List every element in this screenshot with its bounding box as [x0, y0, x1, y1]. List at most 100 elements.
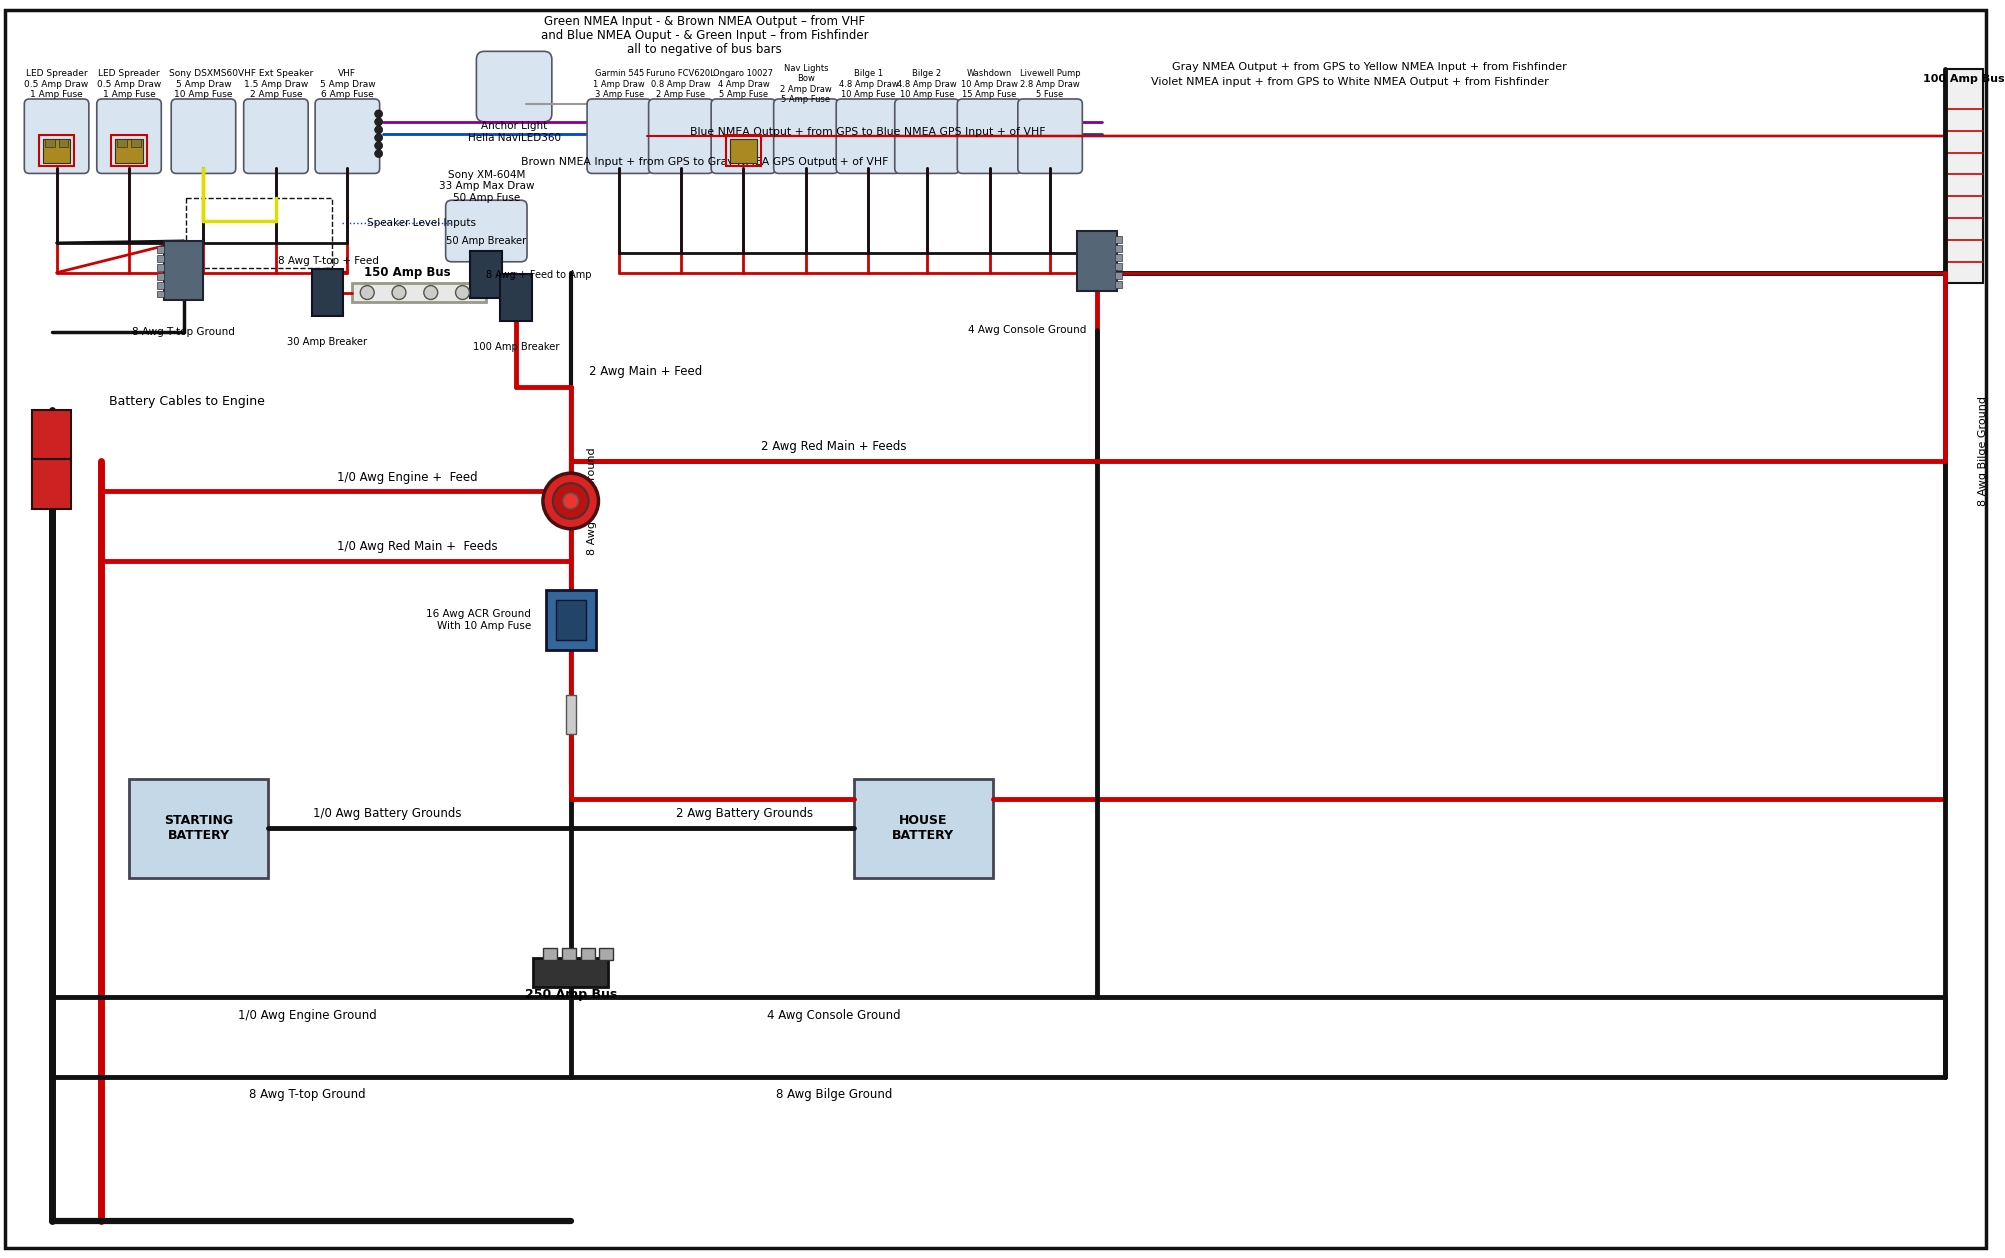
- FancyBboxPatch shape: [712, 99, 776, 174]
- Bar: [1115, 237, 1121, 243]
- FancyBboxPatch shape: [587, 99, 652, 174]
- Bar: [543, 947, 557, 960]
- Bar: [32, 459, 72, 509]
- Text: 1/0 Awg Red Main +  Feeds: 1/0 Awg Red Main + Feeds: [337, 540, 497, 554]
- FancyBboxPatch shape: [1017, 99, 1083, 174]
- Text: Ongaro 10027
4 Amp Draw
5 Amp Fuse: Ongaro 10027 4 Amp Draw 5 Amp Fuse: [714, 69, 774, 99]
- Text: LED Spreader
0.5 Amp Draw
1 Amp Fuse: LED Spreader 0.5 Amp Draw 1 Amp Fuse: [24, 69, 88, 99]
- Text: HOUSE
BATTERY: HOUSE BATTERY: [892, 814, 954, 843]
- Text: 4 Awg Console Ground: 4 Awg Console Ground: [968, 326, 1087, 335]
- Circle shape: [375, 109, 383, 118]
- Text: 50 Amp Breaker: 50 Amp Breaker: [445, 237, 525, 245]
- Text: 1/0 Awg Battery Grounds: 1/0 Awg Battery Grounds: [313, 808, 461, 820]
- Circle shape: [375, 142, 383, 150]
- Bar: [44, 138, 54, 147]
- Bar: [1115, 245, 1121, 252]
- Text: VHF
5 Amp Draw
6 Amp Fuse: VHF 5 Amp Draw 6 Amp Fuse: [319, 69, 375, 99]
- FancyBboxPatch shape: [96, 99, 160, 174]
- Text: 1/0 Awg Engine +  Feed: 1/0 Awg Engine + Feed: [337, 470, 477, 483]
- Text: Gray NMEA Output + from GPS to Yellow NMEA Input + from Fishfinder: Gray NMEA Output + from GPS to Yellow NM…: [1171, 62, 1566, 72]
- Text: 250 Amp Bus: 250 Amp Bus: [525, 988, 616, 1001]
- FancyBboxPatch shape: [243, 99, 309, 174]
- FancyBboxPatch shape: [24, 99, 88, 174]
- Bar: [730, 138, 758, 162]
- Text: 8 Awg Amp Ground: 8 Awg Amp Ground: [585, 447, 595, 555]
- Bar: [499, 274, 531, 321]
- Text: 2 Awg Main + Feed: 2 Awg Main + Feed: [587, 365, 702, 379]
- Circle shape: [423, 286, 437, 299]
- Bar: [156, 245, 164, 253]
- Circle shape: [375, 126, 383, 133]
- Circle shape: [375, 150, 383, 157]
- Text: Speaker Level Inputs: Speaker Level Inputs: [367, 218, 475, 228]
- Text: Bilge 2
4.8 Amp Draw
10 Amp Fuse: Bilge 2 4.8 Amp Draw 10 Amp Fuse: [896, 69, 956, 99]
- Circle shape: [563, 493, 577, 509]
- Text: VHF Ext Speaker
1.5 Amp Draw
2 Amp Fuse: VHF Ext Speaker 1.5 Amp Draw 2 Amp Fuse: [239, 69, 313, 99]
- Text: STARTING
BATTERY: STARTING BATTERY: [164, 814, 233, 843]
- Bar: [471, 250, 501, 298]
- Bar: [1077, 231, 1117, 291]
- Bar: [1115, 272, 1121, 278]
- Text: 8 Awg T-top Ground: 8 Awg T-top Ground: [132, 327, 235, 337]
- Bar: [156, 255, 164, 262]
- FancyBboxPatch shape: [445, 200, 527, 262]
- Bar: [130, 138, 140, 147]
- Text: 100 Amp Bus: 100 Amp Bus: [1923, 74, 2005, 84]
- Text: all to negative of bus bars: all to negative of bus bars: [628, 43, 782, 55]
- Bar: [164, 242, 203, 301]
- Bar: [854, 779, 992, 878]
- Text: Sony DSXMS60
5 Amp Draw
10 Amp Fuse: Sony DSXMS60 5 Amp Draw 10 Amp Fuse: [168, 69, 239, 99]
- Text: Brown NMEA Input + from GPS to Gray NMEA GPS Output + of VHF: Brown NMEA Input + from GPS to Gray NMEA…: [521, 156, 888, 166]
- Bar: [114, 138, 142, 162]
- Bar: [561, 947, 575, 960]
- Bar: [156, 291, 164, 297]
- Bar: [156, 282, 164, 288]
- Bar: [579, 947, 593, 960]
- Text: Livewell Pump
2.8 Amp Draw
5 Fuse: Livewell Pump 2.8 Amp Draw 5 Fuse: [1019, 69, 1081, 99]
- Text: Sony XM-604M
33 Amp Max Draw
50 Amp Fuse: Sony XM-604M 33 Amp Max Draw 50 Amp Fuse: [439, 170, 533, 203]
- Text: Blue NMEA Output + from GPS to Blue NMEA GPS Input + of VHF: Blue NMEA Output + from GPS to Blue NMEA…: [690, 127, 1045, 137]
- FancyBboxPatch shape: [170, 99, 237, 174]
- Bar: [116, 138, 126, 147]
- Text: 2 Awg Red Main + Feeds: 2 Awg Red Main + Feeds: [760, 440, 906, 453]
- Text: Furuno FCV620L
0.8 Amp Draw
2 Amp Fuse: Furuno FCV620L 0.8 Amp Draw 2 Amp Fuse: [646, 69, 716, 99]
- Bar: [1945, 69, 1983, 283]
- Text: 1/0 Awg Engine Ground: 1/0 Awg Engine Ground: [239, 1009, 377, 1021]
- FancyBboxPatch shape: [475, 52, 551, 122]
- Text: 8 Awg + Feed to Amp: 8 Awg + Feed to Amp: [485, 269, 591, 279]
- Text: 8 Awg T-top + Feed: 8 Awg T-top + Feed: [279, 255, 379, 265]
- Text: Nav Lights
Bow
2 Amp Draw
5 Amp Fuse: Nav Lights Bow 2 Amp Draw 5 Amp Fuse: [780, 64, 832, 104]
- Bar: [1115, 254, 1121, 260]
- Bar: [1115, 263, 1121, 269]
- Text: 8 Awg Bilge Ground: 8 Awg Bilge Ground: [1977, 396, 1987, 506]
- Bar: [110, 135, 146, 166]
- Text: and Blue NMEA Ouput - & Green Input – from Fishfinder: and Blue NMEA Ouput - & Green Input – fr…: [541, 29, 868, 42]
- Text: 150 Amp Bus: 150 Amp Bus: [363, 267, 449, 279]
- Circle shape: [553, 483, 587, 518]
- Text: 8 Awg Bilge Ground: 8 Awg Bilge Ground: [776, 1088, 892, 1101]
- Circle shape: [375, 133, 383, 142]
- Bar: [156, 273, 164, 279]
- Text: Bilge 1
4.8 Amp Draw
10 Amp Fuse: Bilge 1 4.8 Amp Draw 10 Amp Fuse: [838, 69, 898, 99]
- Bar: [311, 269, 343, 316]
- Circle shape: [375, 118, 383, 126]
- Bar: [353, 283, 485, 302]
- Circle shape: [543, 473, 597, 528]
- Text: 4 Awg Console Ground: 4 Awg Console Ground: [766, 1009, 900, 1021]
- Circle shape: [455, 286, 469, 299]
- Bar: [565, 694, 575, 735]
- Bar: [32, 410, 72, 459]
- Circle shape: [361, 286, 375, 299]
- Bar: [156, 264, 164, 270]
- FancyBboxPatch shape: [894, 99, 958, 174]
- Text: Battery Cables to Engine: Battery Cables to Engine: [108, 395, 265, 408]
- FancyBboxPatch shape: [956, 99, 1021, 174]
- Text: Green NMEA Input - & Brown NMEA Output – from VHF: Green NMEA Input - & Brown NMEA Output –…: [543, 15, 864, 28]
- Bar: [545, 590, 595, 650]
- Text: LED Spreader
0.5 Amp Draw
1 Amp Fuse: LED Spreader 0.5 Amp Draw 1 Amp Fuse: [96, 69, 160, 99]
- Bar: [186, 199, 333, 268]
- Bar: [1115, 281, 1121, 288]
- Bar: [42, 138, 70, 162]
- Text: Washdown
10 Amp Draw
15 Amp Fuse: Washdown 10 Amp Draw 15 Amp Fuse: [960, 69, 1017, 99]
- Bar: [38, 135, 74, 166]
